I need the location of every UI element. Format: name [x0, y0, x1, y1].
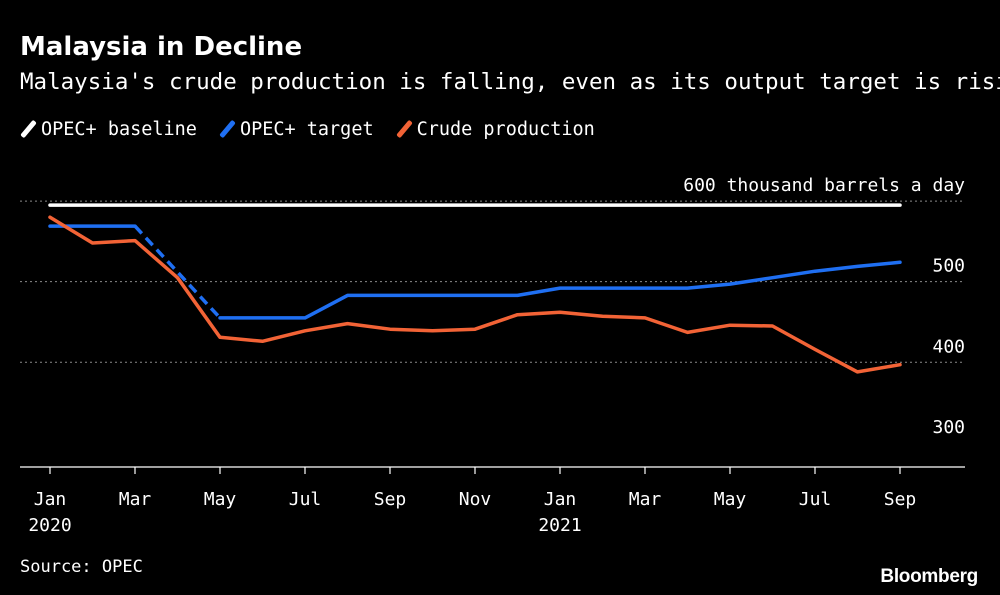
series-line-opec-target-part-1 [133, 224, 222, 320]
x-tick-label-1: Mar [119, 489, 152, 510]
y-tick-label-600: 600 thousand barrels a day [683, 175, 965, 196]
legend-item-target: OPEC+ target [219, 119, 374, 140]
x-tick-label-8: May [714, 489, 747, 510]
x-tick-label-5: Nov [459, 489, 492, 510]
series-line-opec-target-part-2 [218, 260, 902, 320]
series-line-crude-production [48, 215, 902, 374]
legend-item-production: Crude production [395, 118, 595, 140]
x-tick-label-9: Jul [799, 489, 832, 510]
x-tick-label-4: Sep [374, 489, 407, 510]
x-tick-label-3: Jul [289, 489, 322, 510]
source-note: Source: OPEC [20, 557, 143, 577]
x-tick-label-0: Jan [34, 489, 67, 510]
x-tick-label-7: Mar [629, 489, 662, 510]
x-tick-label-2: May [204, 489, 237, 510]
legend: OPEC+ baseline OPEC+ target Crude produc… [20, 115, 617, 143]
legend-label-target: OPEC+ target [239, 118, 374, 140]
legend-label-production: Crude production [416, 118, 595, 140]
x-tick-year-label-0: 2020 [28, 515, 71, 536]
chart-subtitle: Malaysia's crude production is falling, … [20, 69, 1000, 95]
x-tick-label-6: Jan [544, 489, 577, 510]
legend-item-baseline: OPEC+ baseline [20, 119, 197, 140]
y-tick-label-300: 300 [932, 417, 965, 438]
bloomberg-logo: Bloomberg [880, 566, 978, 587]
x-tick-label-10: Sep [884, 489, 917, 510]
legend-label-baseline: OPEC+ baseline [41, 118, 197, 140]
y-tick-label-400: 400 [932, 336, 965, 357]
y-tick-label-500: 500 [932, 256, 965, 277]
x-tick-year-label-6: 2021 [538, 515, 581, 536]
chart-title: Malaysia in Decline [20, 32, 303, 62]
